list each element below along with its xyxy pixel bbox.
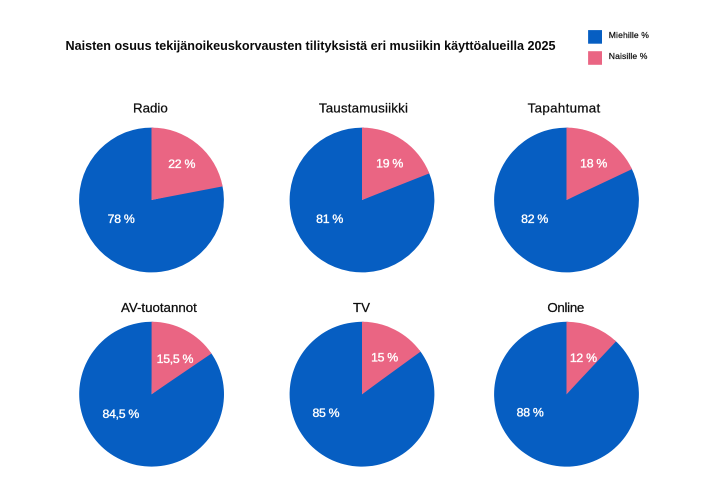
svg-text:88 %: 88 % — [517, 406, 544, 420]
svg-text:Tapahtumat: Tapahtumat — [528, 101, 601, 116]
svg-text:85 %: 85 % — [312, 406, 339, 420]
svg-text:12 %: 12 % — [570, 351, 597, 365]
svg-text:Naisille %: Naisille % — [609, 51, 648, 61]
svg-text:Naisten osuus tekijänoikeuskor: Naisten osuus tekijänoikeuskorvausten ti… — [66, 39, 556, 53]
svg-text:Online: Online — [547, 300, 584, 315]
svg-text:78 %: 78 % — [108, 212, 135, 226]
svg-text:TV: TV — [353, 300, 370, 315]
svg-text:15 %: 15 % — [371, 351, 398, 365]
svg-text:Miehille %: Miehille % — [609, 30, 649, 40]
svg-text:15,5 %: 15,5 % — [157, 352, 194, 366]
svg-text:AV-tuotannot: AV-tuotannot — [121, 300, 197, 315]
svg-text:82 %: 82 % — [521, 212, 548, 226]
svg-text:18 %: 18 % — [580, 157, 607, 171]
svg-text:Radio: Radio — [133, 101, 168, 116]
svg-text:81 %: 81 % — [316, 212, 343, 226]
svg-text:22 %: 22 % — [168, 157, 195, 171]
svg-text:Taustamusiikki: Taustamusiikki — [319, 101, 408, 116]
svg-text:84,5 %: 84,5 % — [103, 407, 140, 421]
svg-text:19 %: 19 % — [376, 157, 403, 171]
